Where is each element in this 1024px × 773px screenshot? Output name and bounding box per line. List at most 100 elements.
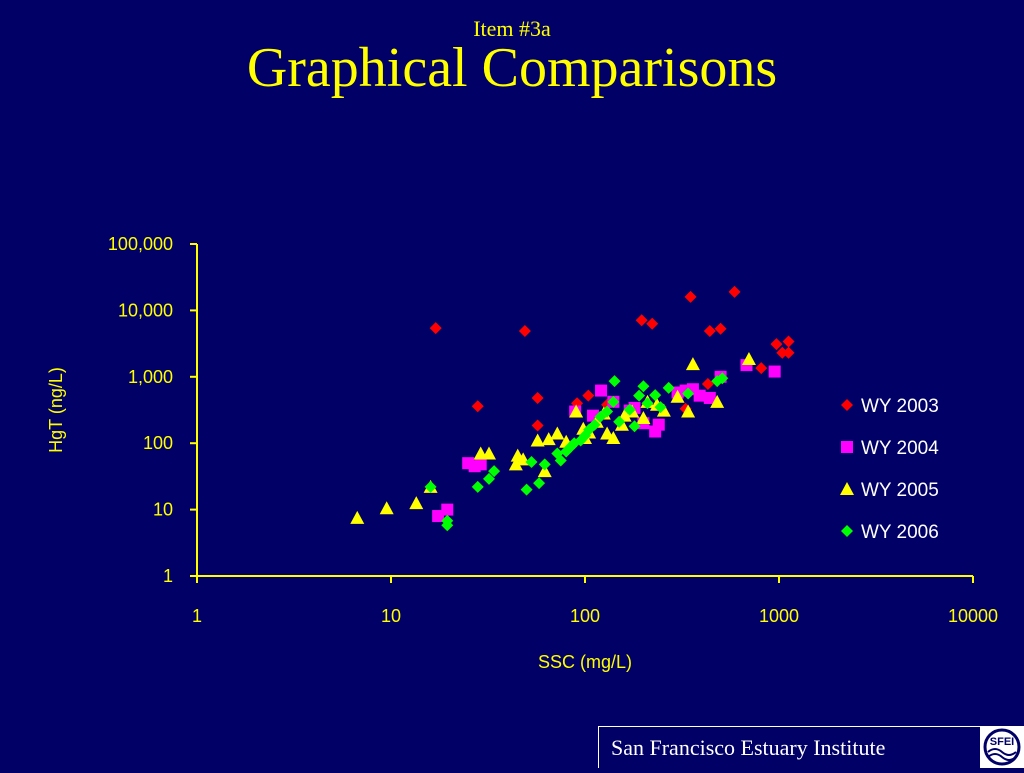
data-point bbox=[379, 501, 394, 515]
series-wy-2004 bbox=[432, 359, 781, 523]
data-point bbox=[684, 290, 697, 303]
data-point bbox=[538, 458, 551, 471]
chart-marks bbox=[350, 285, 795, 532]
data-point bbox=[681, 404, 696, 418]
data-point bbox=[531, 419, 544, 432]
series-wy-2005 bbox=[350, 352, 756, 524]
data-point bbox=[432, 510, 445, 523]
data-point bbox=[568, 437, 581, 450]
data-point bbox=[776, 346, 789, 359]
data-point bbox=[662, 381, 675, 394]
data-point bbox=[588, 418, 601, 431]
data-point bbox=[782, 346, 795, 359]
x-tick-label: 1000 bbox=[759, 606, 799, 626]
item-label: Item #3a bbox=[473, 16, 551, 41]
data-point bbox=[481, 446, 496, 460]
data-point bbox=[471, 480, 484, 493]
x-tick-label: 1 bbox=[192, 606, 202, 626]
data-point bbox=[633, 389, 646, 402]
y-tick-label: 100 bbox=[143, 433, 173, 453]
data-point bbox=[520, 483, 533, 496]
x-tick-label: 10000 bbox=[948, 606, 998, 626]
data-point bbox=[654, 401, 667, 414]
x-tick-label: 10 bbox=[381, 606, 401, 626]
data-point bbox=[701, 377, 714, 390]
footer-box: San Francisco Estuary Institute bbox=[598, 726, 980, 768]
data-point bbox=[569, 404, 584, 418]
y-tick-label: 100,000 bbox=[108, 234, 173, 254]
data-point bbox=[635, 314, 648, 327]
legend-entry: WY 2006 bbox=[861, 522, 939, 543]
y-tick-label: 1,000 bbox=[128, 367, 173, 387]
data-point bbox=[530, 433, 545, 447]
data-point bbox=[537, 464, 552, 478]
data-point bbox=[613, 415, 626, 428]
data-point bbox=[623, 403, 636, 416]
legend-entry: WY 2005 bbox=[861, 480, 939, 501]
legend-marker bbox=[841, 441, 853, 453]
data-point bbox=[518, 324, 531, 337]
svg-text:SFEI: SFEI bbox=[990, 736, 1014, 748]
data-point bbox=[531, 391, 544, 404]
data-point bbox=[782, 335, 795, 348]
data-point bbox=[728, 285, 741, 298]
data-point bbox=[637, 380, 650, 393]
data-point bbox=[649, 389, 662, 402]
data-point bbox=[525, 456, 538, 469]
data-point bbox=[641, 397, 654, 410]
data-point bbox=[755, 362, 768, 375]
data-point bbox=[488, 465, 501, 478]
slide-title: Graphical Comparisons bbox=[246, 37, 778, 99]
data-point bbox=[595, 384, 608, 397]
data-point bbox=[601, 405, 614, 418]
data-point bbox=[714, 322, 727, 335]
data-point bbox=[582, 389, 595, 402]
logo-icon: SFEI bbox=[983, 728, 1021, 766]
legend-entry: WY 2003 bbox=[861, 396, 939, 417]
data-point bbox=[682, 387, 695, 400]
data-point bbox=[429, 322, 442, 335]
data-point bbox=[652, 418, 665, 431]
chart-axes: 1 10 100 1,000 10,000 100,000 1 10 100 1000 10000 bbox=[108, 234, 998, 626]
legend-marker bbox=[841, 399, 853, 411]
series-wy-2003 bbox=[429, 285, 795, 432]
series-wy-2006 bbox=[424, 372, 729, 532]
data-point bbox=[350, 510, 365, 524]
data-point bbox=[693, 389, 706, 402]
data-point bbox=[770, 338, 783, 351]
data-point bbox=[606, 430, 621, 444]
y-tick-label: 10,000 bbox=[118, 300, 173, 320]
data-point bbox=[636, 410, 651, 424]
data-point bbox=[441, 503, 454, 516]
data-point bbox=[670, 389, 685, 403]
chart-legend: WY 2003 WY 2004 WY 2005 WY 2006 bbox=[840, 396, 939, 543]
data-point bbox=[409, 496, 424, 510]
data-point bbox=[741, 352, 756, 366]
data-point bbox=[471, 400, 484, 413]
data-point bbox=[710, 394, 725, 408]
data-point bbox=[508, 457, 523, 471]
data-point bbox=[554, 454, 567, 467]
footer-institute-name: San Francisco Estuary Institute bbox=[611, 735, 886, 760]
y-tick-label: 1 bbox=[163, 566, 173, 586]
data-point bbox=[703, 391, 716, 404]
data-point bbox=[628, 420, 641, 433]
sfei-logo: SFEI bbox=[980, 726, 1024, 768]
x-axis-label: SSC (mg/L) bbox=[538, 652, 632, 672]
data-point bbox=[716, 372, 729, 385]
data-point bbox=[474, 458, 487, 471]
y-tick-label: 10 bbox=[153, 500, 173, 520]
data-point bbox=[482, 472, 495, 485]
x-tick-label: 100 bbox=[570, 606, 600, 626]
legend-entry: WY 2004 bbox=[861, 438, 939, 459]
data-point bbox=[594, 410, 607, 423]
data-point bbox=[533, 477, 546, 490]
legend-marker bbox=[840, 482, 854, 495]
data-point bbox=[608, 375, 621, 388]
data-point bbox=[703, 324, 716, 337]
data-point bbox=[646, 317, 659, 330]
data-point bbox=[424, 480, 437, 493]
data-point bbox=[550, 426, 565, 440]
data-point bbox=[541, 432, 556, 446]
